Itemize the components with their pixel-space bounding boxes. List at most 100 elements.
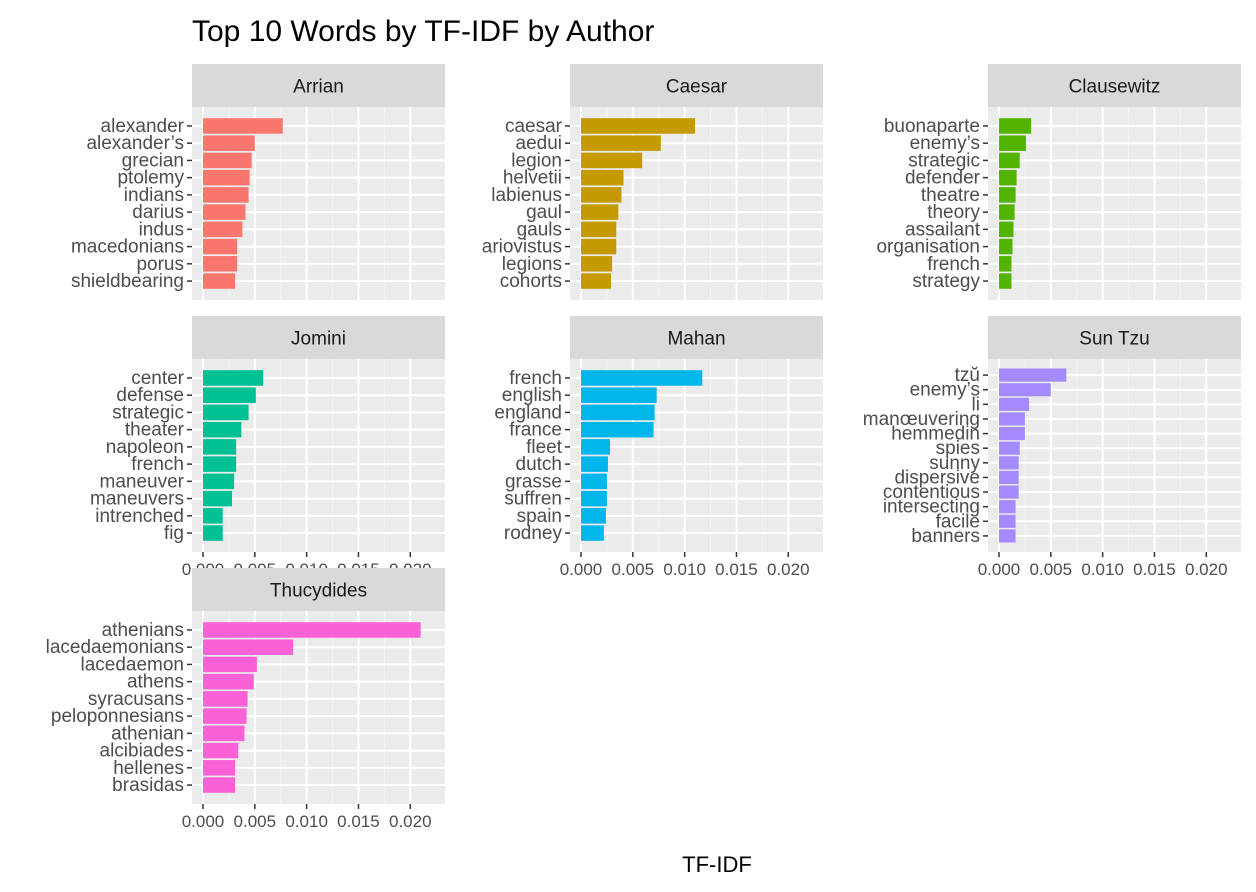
x-tick-label: 0.005 [612,560,655,579]
category-label: legion [511,150,562,171]
category-label: organisation [876,237,980,258]
category-label: suffren [504,489,562,510]
category-label: lacedaemonians [46,637,184,658]
category-label: athenian [111,723,184,744]
category-label: fig [164,523,184,544]
category-label: contentious [883,482,980,503]
category-label: alexander’s [86,133,184,154]
panel-thucydides: Thucydides athenianslacedaemonianslacedae… [46,568,445,831]
x-axis-title: TF-IDF [682,852,752,877]
category-label: france [509,420,562,441]
category-label: intersecting [883,497,980,518]
bar-mahan-england [581,404,655,421]
plot-background [988,107,1241,300]
category-label: ptolemy [117,168,184,189]
bar-mahan-grasse [581,473,607,490]
category-label: dispersive [894,467,980,488]
panel-sun-tzu: Sun Tzu tzŭenemy’slimanœuveringhemmedinsp… [863,316,1241,579]
bar-thucydides-lacedaemonians [203,639,294,655]
x-tick-label: 0.015 [715,560,758,579]
bar-mahan-french [581,370,703,386]
chart-title: Top 10 Words by TF-IDF by Author [192,15,654,48]
bar-jomini-fig [203,525,223,541]
bar-caesar-caesar [581,118,695,134]
category-label: grasse [505,471,562,492]
category-label: hellenes [113,758,184,779]
category-label: grecian [122,150,184,171]
strip-arrian [192,64,445,107]
bar-arrian-ptolemy [203,169,250,186]
category-label: enemy’s [910,133,980,154]
bar-thucydides-lacedaemon [203,656,257,673]
bar-jomini-maneuver [203,473,235,490]
category-label: fleet [526,437,563,458]
bar-thucydides-syracusans [203,691,248,707]
bar-sun-tzu-facile [999,514,1016,528]
category-label: maneuver [100,471,185,492]
category-label: theater [125,420,185,441]
category-label: maneuvers [90,489,184,510]
category-label: spies [936,438,980,459]
bar-caesar-aedui [581,135,661,151]
strip-sun-tzu [988,316,1241,359]
bar-caesar-gauls [581,221,617,238]
category-label: napoleon [106,437,184,458]
x-tick-label: 0.010 [1081,560,1124,579]
bar-thucydides-athens [203,673,254,690]
bar-arrian-indians [203,187,249,203]
category-label: macedonians [71,237,184,258]
bar-mahan-france [581,421,654,438]
x-tick-label: 0.020 [1185,560,1228,579]
strip-caesar [570,64,823,107]
bar-sun-tzu-spies [999,441,1020,455]
category-label: hemmedin [891,424,980,445]
bar-jomini-strategic [203,404,249,421]
x-tick-label: 0.005 [234,812,277,831]
strip-label-mahan: Mahan [667,329,725,350]
bar-arrian-shieldbearing [203,273,236,289]
category-label: alcibiades [100,741,185,762]
category-label: indians [124,185,184,206]
bar-thucydides-brasidas [203,777,236,793]
category-label: aedui [516,133,563,154]
x-tick-label: 0.000 [560,560,603,579]
bar-thucydides-hellenes [203,760,236,776]
category-label: cohorts [500,271,562,292]
bar-arrian-porus [203,256,238,272]
bar-jomini-intrenched [203,508,223,524]
x-tick-label: 0.015 [1133,560,1176,579]
panel-caesar: Caesarcaesaraeduilegionhelvetiilabienusg… [482,64,823,300]
bar-clausewitz-buonaparte [999,118,1032,134]
category-label: athenians [102,620,184,641]
bar-arrian-macedonians [203,238,238,255]
x-tick-label: 0.010 [663,560,706,579]
x-tick-label: 0.015 [337,812,380,831]
category-label: french [927,254,980,275]
bar-sun-tzu-man-uvering [999,412,1025,426]
category-label: porus [136,254,184,275]
category-label: indus [139,219,184,240]
bar-jomini-defense [203,387,256,403]
bar-thucydides-athenian [203,725,245,742]
category-label: gaul [526,202,562,223]
strip-jomini [192,316,445,359]
bar-clausewitz-theatre [999,187,1016,203]
bar-thucydides-alcibiades [203,742,239,759]
bar-clausewitz-assailant [999,221,1014,238]
x-tick-label: 0.000 [182,812,225,831]
category-label: theory [927,202,980,223]
category-label: enemy’s [910,380,980,401]
strip-thucydides [192,568,445,611]
bar-caesar-labienus [581,187,622,203]
category-label: buonaparte [884,116,980,137]
bar-sun-tzu-hemmedin [999,426,1025,441]
strip-label-clausewitz: Clausewitz [1069,77,1161,98]
bar-clausewitz-defender [999,169,1017,186]
bar-clausewitz-organisation [999,238,1013,255]
category-label: dutch [516,454,562,475]
bar-arrian-alexander [203,118,283,134]
strip-mahan [570,316,823,359]
bar-sun-tzu-tzu [999,368,1067,382]
bar-sun-tzu-intersecting [999,500,1016,514]
x-tick-label: 0.020 [389,812,432,831]
